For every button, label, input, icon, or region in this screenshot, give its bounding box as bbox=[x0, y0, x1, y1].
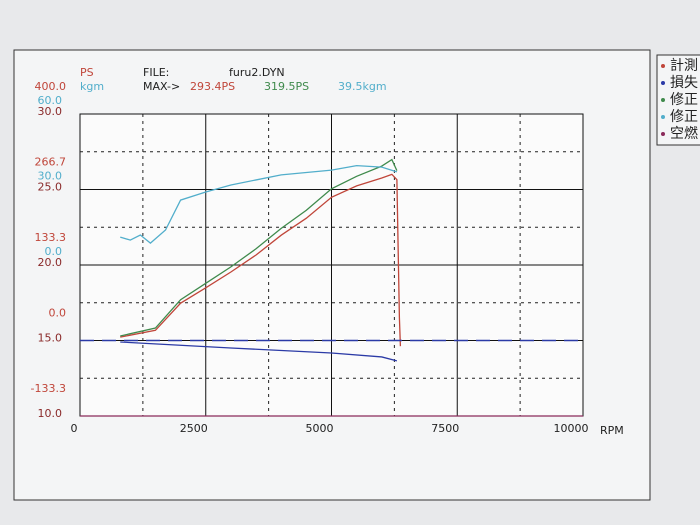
max-value: 293.4PS bbox=[190, 80, 235, 93]
legend-label: 修正 bbox=[670, 92, 698, 108]
legend-marker bbox=[661, 98, 665, 102]
max-value: 39.5kgm bbox=[338, 80, 387, 93]
y-tick-label: 400.0 bbox=[35, 80, 67, 93]
x-tick-label: 7500 bbox=[431, 422, 459, 435]
y3-tick-label: 15.0 bbox=[38, 332, 63, 345]
series-line bbox=[120, 158, 398, 337]
y2-tick-label: 0.0 bbox=[45, 245, 63, 258]
y-tick-label: -133.3 bbox=[31, 382, 66, 395]
series-line bbox=[120, 164, 398, 244]
y-axis-label: PS bbox=[80, 66, 94, 79]
file-label: FILE: bbox=[143, 66, 169, 79]
y2-axis-label: kgm bbox=[80, 80, 104, 93]
max-value: 319.5PS bbox=[264, 80, 309, 93]
legend-label: 計測 bbox=[670, 58, 698, 74]
file-name: furu2.DYN bbox=[229, 66, 285, 79]
y2-tick-label: 30.0 bbox=[38, 170, 63, 183]
y-tick-label: 266.7 bbox=[35, 155, 67, 168]
legend-label: 修正 bbox=[670, 109, 698, 125]
max-label: MAX-> bbox=[143, 80, 180, 93]
y3-tick-label: 10.0 bbox=[38, 407, 63, 420]
x-tick-label: 2500 bbox=[180, 422, 208, 435]
legend-marker bbox=[661, 81, 665, 85]
series-line bbox=[120, 173, 402, 347]
x-tick-label: 0 bbox=[71, 422, 78, 435]
y3-tick-label: 20.0 bbox=[38, 256, 63, 269]
x-tick-label: 5000 bbox=[306, 422, 334, 435]
legend-label: 損失 bbox=[670, 75, 698, 91]
x-tick-label: 10000 bbox=[554, 422, 589, 435]
y3-tick-label: 30.0 bbox=[38, 105, 63, 118]
legend-marker bbox=[661, 115, 665, 119]
x-axis-label: RPM bbox=[600, 424, 624, 437]
y-tick-label: 0.0 bbox=[49, 307, 67, 320]
y2-tick-label: 60.0 bbox=[38, 94, 63, 107]
legend-label: 空燃 bbox=[670, 125, 698, 142]
legend-marker bbox=[661, 64, 665, 68]
y-tick-label: 133.3 bbox=[35, 231, 67, 244]
legend-marker bbox=[661, 132, 665, 136]
y3-tick-label: 25.0 bbox=[38, 181, 63, 194]
series-line bbox=[120, 341, 398, 362]
